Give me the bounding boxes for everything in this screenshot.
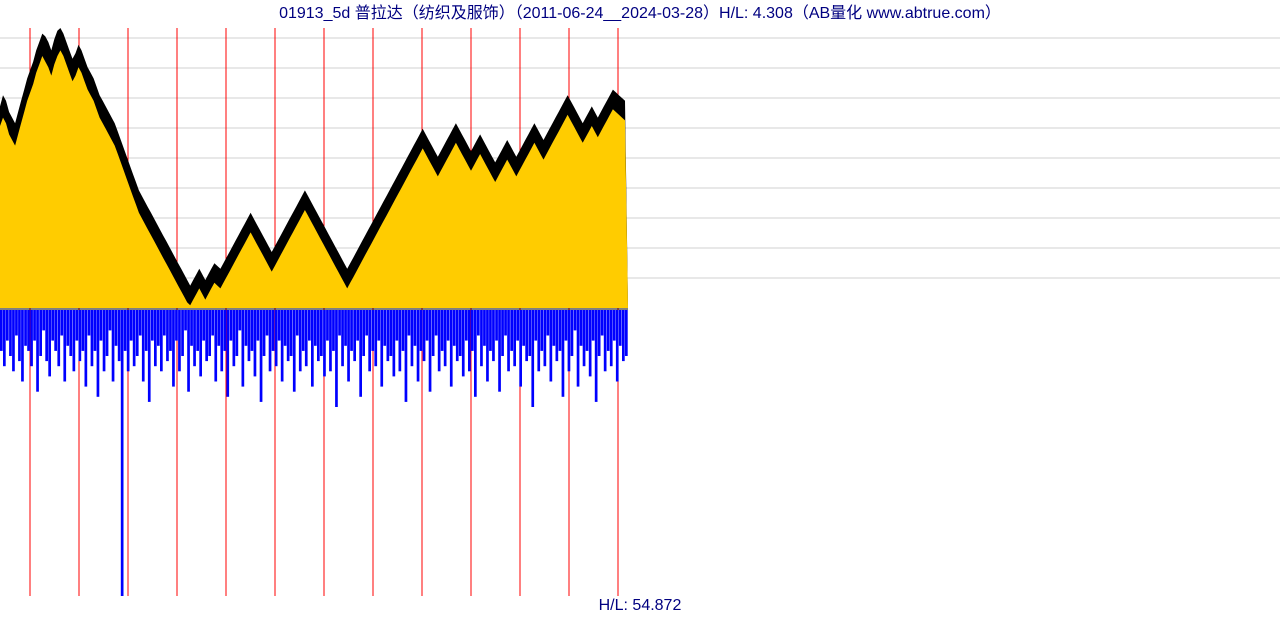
stock-chart: 01913_5d 普拉达（纺织及服饰）（2011-06-24__2024-03-… [0,0,1280,620]
chart-bottom-label: H/L: 54.872 [0,592,1280,620]
chart-canvas [0,0,1280,620]
